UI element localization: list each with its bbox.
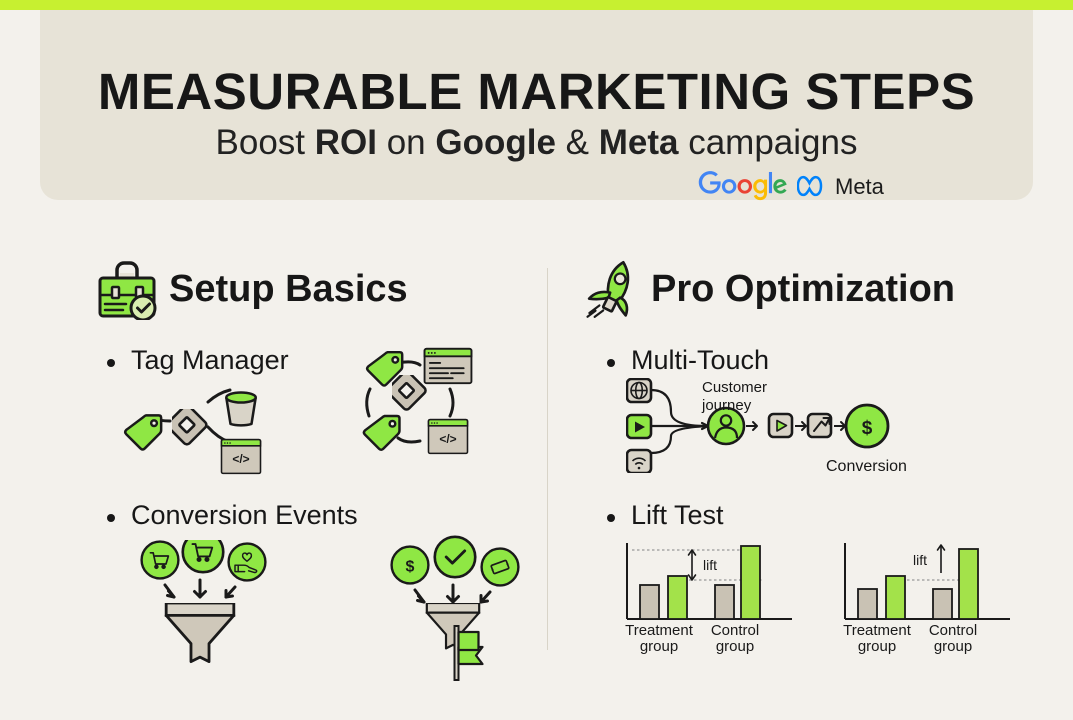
svg-text:Control: Control (929, 622, 977, 639)
svg-text:lift: lift (703, 557, 717, 573)
svg-text:group: group (858, 638, 896, 655)
svg-text:group: group (716, 638, 754, 655)
svg-text:Treatment: Treatment (625, 622, 694, 639)
svg-text:group: group (640, 638, 678, 655)
svg-text:$: $ (862, 418, 873, 439)
svg-text:Treatment: Treatment (843, 622, 912, 639)
svg-text:group: group (934, 638, 972, 655)
svg-text:lift: lift (913, 552, 927, 568)
svg-text:Control: Control (711, 622, 759, 639)
